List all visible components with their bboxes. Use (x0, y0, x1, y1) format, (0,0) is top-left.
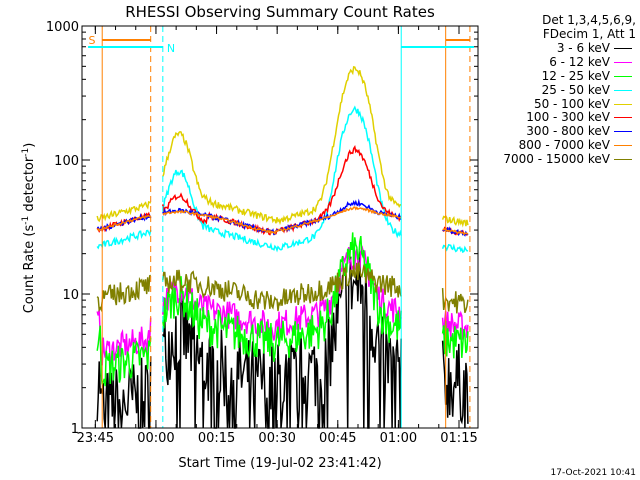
y-axis-label-end: ) (22, 143, 37, 148)
y-axis-label-main: Count Rate (s (22, 225, 37, 314)
legend-entry: 300 - 800 keV (482, 124, 636, 138)
legend-swatch (614, 159, 632, 161)
legend-swatch (614, 131, 632, 133)
x-tick-label: 00:30 (258, 431, 295, 446)
legend-label: 3 - 6 keV (556, 41, 610, 55)
x-tick-label: 23:45 (77, 431, 114, 446)
series-line (96, 262, 469, 314)
legend-entry: 25 - 50 keV (482, 83, 636, 97)
saa-label: S (88, 34, 95, 47)
annotation-layer: SN (88, 26, 474, 428)
legend-label: 800 - 7000 keV (518, 138, 610, 153)
plot-frame (81, 25, 479, 429)
y-axis-label: Count Rate (s-1 detector-1) (21, 143, 37, 314)
legend-label: 25 - 50 keV (541, 82, 610, 97)
legend-title: Det 1,3,4,5,6,9, FDecim 1, Att 1 (482, 13, 636, 41)
y-tick-label: 100 (54, 154, 79, 169)
series-line (96, 232, 469, 387)
legend-swatch (614, 75, 632, 77)
legend-title-line-1: Det 1,3,4,5,6,9, (542, 13, 636, 27)
y-axis-label-sup1: -1 (21, 216, 31, 225)
legend-swatch (614, 48, 632, 49)
legend-title-line-2: FDecim 1, Att 1 (542, 27, 636, 41)
series-line (96, 66, 469, 228)
legend-label: 6 - 12 keV (549, 54, 610, 69)
legend-entry: 7000 - 15000 keV (482, 152, 636, 166)
y-tick-label: 10 (62, 288, 79, 303)
legend-entry: 100 - 300 keV (482, 110, 636, 124)
legend-label: 7000 - 15000 keV (503, 152, 610, 167)
legend-entry: 12 - 25 keV (482, 69, 636, 83)
legend-swatch (614, 117, 632, 119)
x-tick-label: 01:15 (440, 431, 477, 446)
y-tick-label: 1 (71, 422, 79, 437)
legend-entry: 50 - 100 keV (482, 97, 636, 111)
legend-label: 300 - 800 keV (526, 124, 610, 139)
y-axis-label-mid: detector (22, 156, 37, 216)
y-tick-label: 1000 (46, 20, 79, 35)
legend-swatch (614, 145, 632, 147)
night-label: N (167, 42, 175, 55)
legend-label: 100 - 300 keV (526, 110, 610, 125)
x-tick-label: 01:00 (380, 431, 417, 446)
x-tick-label: 00:15 (198, 431, 235, 446)
generation-timestamp: 17-Oct-2021 10:41 (550, 468, 636, 478)
legend-label: 50 - 100 keV (533, 96, 610, 111)
chart-title: RHESSI Observing Summary Count Rates (125, 3, 435, 21)
series-layer (96, 66, 469, 429)
series-line (96, 206, 469, 236)
legend-swatch (614, 61, 632, 63)
axis-layer: 23:45 00:00 00:15 00:30 00:45 01:00 01:15 1 10 10… (46, 20, 478, 446)
x-axis-label: Start Time (19-Jul-02 23:41:42) (178, 456, 381, 471)
legend-swatch (614, 103, 632, 105)
legend-entry: 800 - 7000 keV (482, 138, 636, 152)
x-tick-label: 00:45 (319, 431, 356, 446)
legend-swatch (614, 89, 632, 91)
legend-label: 12 - 25 keV (541, 68, 610, 83)
x-tick-label: 00:00 (137, 431, 174, 446)
series-line (96, 251, 469, 429)
y-axis-label-sup2: -1 (21, 148, 31, 157)
legend: 3 - 6 keV 6 - 12 keV 12 - 25 keV 25 - 50… (482, 41, 636, 166)
series-line (96, 105, 469, 254)
legend-entry: 6 - 12 keV (482, 55, 636, 69)
legend-entry: 3 - 6 keV (482, 41, 636, 55)
